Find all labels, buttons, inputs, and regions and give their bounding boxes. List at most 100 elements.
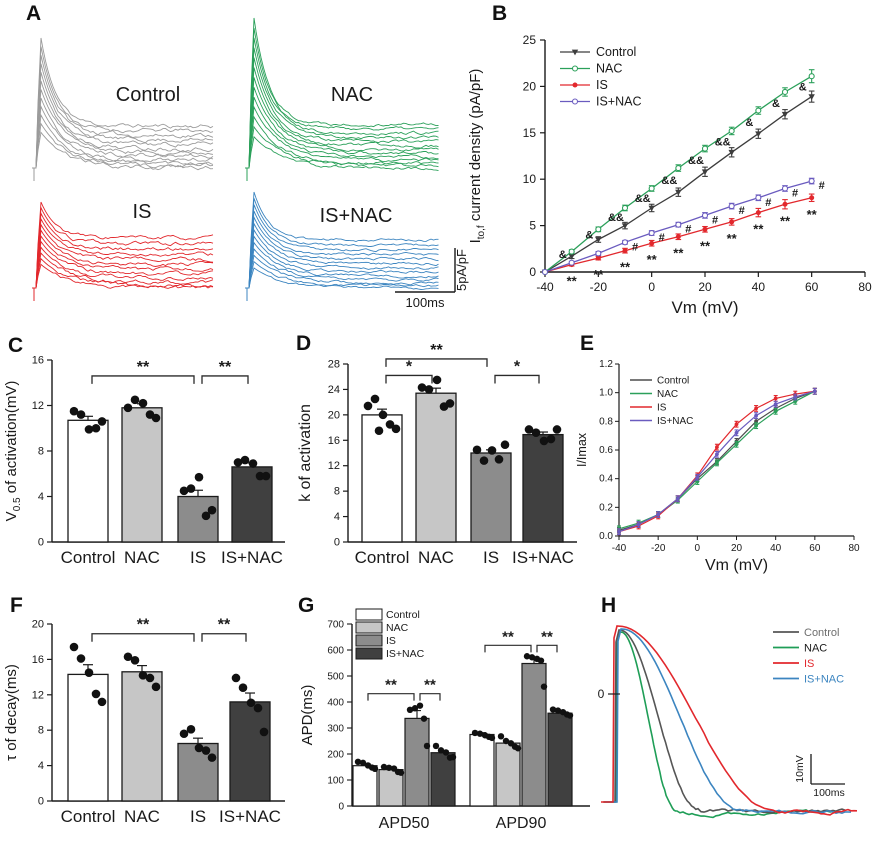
bar-NAC-APD50 — [378, 769, 404, 807]
panel-a-label: A — [26, 2, 42, 25]
y-axis-label: τ of decay(ms) — [3, 664, 20, 761]
legend-label: IS+NAC — [657, 416, 693, 427]
data-point — [123, 403, 133, 413]
bar-IS-APD50 — [404, 717, 430, 807]
panel-e-chart: -40 -20 0 20 40 60 80 0.0 0.2 0.4 0.6 0.8 1.0 1.2 Vm (… — [575, 359, 860, 574]
current-trace — [32, 104, 214, 169]
y-axis-label: V0.5 of activation(mV) — [3, 381, 23, 522]
data-point — [186, 484, 196, 493]
marker — [701, 145, 709, 152]
data-point — [194, 743, 204, 753]
x-tick-label: 40 — [770, 543, 782, 554]
y-tick-label: 0 — [38, 537, 44, 549]
category-label: Control — [61, 548, 116, 567]
sig-label: ** — [430, 342, 443, 359]
x-tick-label: -20 — [651, 543, 666, 554]
axes: 0 4 8 12 16 20 24 28 — [328, 359, 577, 549]
data-point — [246, 698, 256, 708]
x-axis-label: Vm (mV) — [671, 298, 738, 317]
marker — [621, 223, 629, 229]
data-point — [363, 401, 373, 411]
legend-label: NAC — [804, 643, 827, 655]
marker — [648, 185, 655, 192]
marker — [734, 430, 739, 435]
category-label: IS+NAC — [219, 807, 281, 826]
x-tick-label: -40 — [536, 280, 554, 294]
data-point — [391, 424, 401, 434]
panel-h-label: H — [601, 594, 617, 617]
current-trace — [245, 97, 439, 169]
x-tick-label: -20 — [590, 280, 608, 294]
current-trace — [245, 260, 439, 289]
data-point — [539, 436, 549, 446]
sig-label: * — [406, 358, 413, 375]
data-point — [497, 733, 505, 740]
data-point — [552, 425, 562, 434]
category-label: IS — [190, 548, 206, 567]
legend-label: NAC — [657, 389, 678, 400]
sig-bracket — [385, 358, 488, 367]
current-trace — [245, 125, 439, 169]
legend-swatch — [355, 647, 383, 660]
data-point — [549, 706, 557, 713]
current-trace — [32, 234, 214, 289]
marker — [541, 268, 549, 276]
marker — [734, 422, 739, 427]
data-point — [231, 673, 241, 683]
marker — [773, 409, 778, 414]
marker — [568, 248, 575, 255]
scalebar-time-label: 100ms — [813, 787, 845, 799]
sig-isnac-vs-is: # — [792, 187, 798, 199]
data-point — [524, 425, 534, 434]
legend-swatch — [355, 608, 383, 621]
data-point — [238, 683, 248, 693]
bar-NAC-APD90 — [495, 742, 521, 807]
sig-bracket — [201, 633, 247, 642]
current-trace — [32, 46, 214, 169]
data-point — [84, 425, 94, 434]
data-point — [406, 706, 414, 713]
marker — [568, 253, 575, 260]
trace-group-IS — [32, 201, 214, 301]
legend-label: IS — [596, 78, 608, 92]
marker — [755, 210, 761, 216]
current-trace — [245, 267, 439, 290]
sig-label: ** — [541, 628, 553, 645]
y-tick-label: 20 — [32, 619, 44, 631]
marker — [636, 522, 641, 527]
x-tick-label: 40 — [752, 280, 766, 294]
y-tick-label: 0 — [529, 265, 536, 279]
marker — [675, 165, 682, 172]
data-point — [432, 742, 440, 750]
sig-is-vs-control: ** — [753, 222, 764, 237]
panel-a: Control NAC IS IS+NAC 100ms 5pA/pF — [0, 0, 475, 332]
marker — [571, 98, 579, 105]
current-trace — [32, 211, 214, 289]
data-point — [514, 745, 522, 752]
trace-group-NAC — [245, 17, 439, 181]
panel-b: -40 -20 0 20 40 60 80 0 5 10 15 20 25 Vm (mV) Ito,f cu… — [460, 0, 877, 332]
x-tick-label: 0 — [695, 543, 701, 554]
marker — [773, 396, 778, 401]
y-tick-label: 5 — [529, 219, 536, 233]
series-NAC — [541, 69, 815, 276]
marker — [754, 406, 758, 411]
marker — [675, 496, 680, 501]
legend-label: IS — [804, 658, 814, 670]
marker — [808, 178, 815, 185]
y-tick-label: 1.2 — [599, 359, 613, 370]
current-trace — [32, 229, 214, 289]
x-tick-label: 20 — [731, 543, 743, 554]
data-point — [259, 727, 269, 737]
current-trace — [32, 55, 214, 169]
y-tick-label: 20 — [328, 409, 340, 421]
data-point — [424, 385, 434, 394]
sig-isnac-vs-is: # — [712, 214, 718, 226]
zero-mv-label: 0 — [598, 687, 605, 701]
sig-label: ** — [502, 628, 514, 645]
marker — [675, 189, 682, 196]
series-IS+NAC — [541, 177, 815, 276]
current-trace — [32, 205, 214, 289]
panel-g: 0 100 200 300 400 500 600 700 APD(ms) APD50 APD90 *… — [290, 596, 605, 848]
